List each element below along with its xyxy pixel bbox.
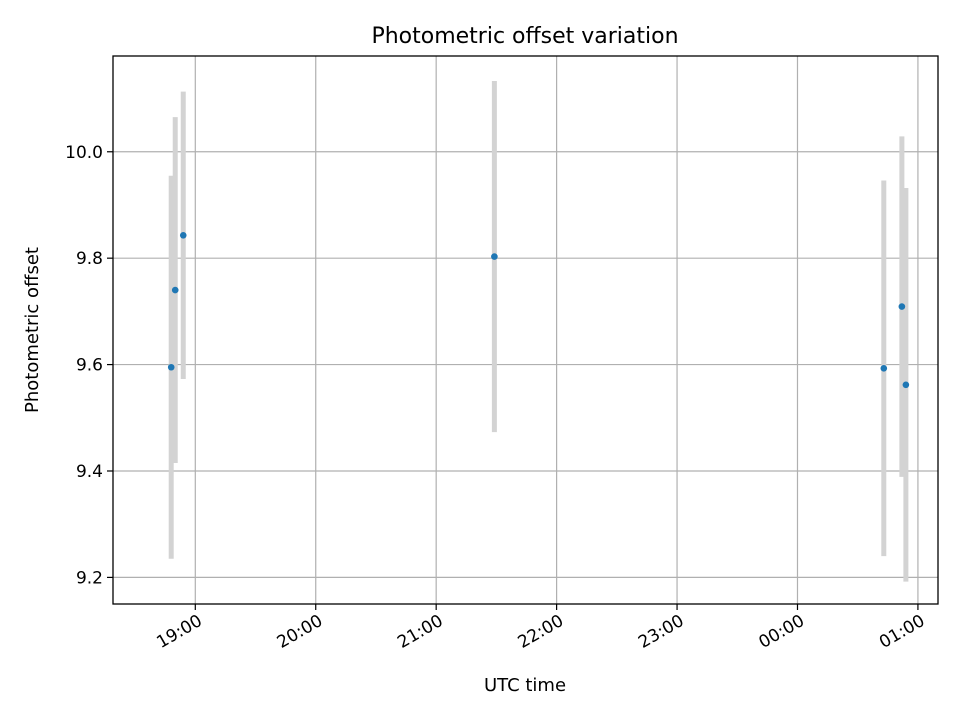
y-tick-label: 9.8 <box>76 249 103 269</box>
y-axis-label: Photometric offset <box>22 247 43 413</box>
x-tick-label: 20:00 <box>274 611 326 653</box>
data-point <box>171 286 179 294</box>
x-tick-label: 21:00 <box>394 611 446 653</box>
y-tick-label: 9.4 <box>76 462 103 482</box>
y-tick-label: 9.6 <box>76 356 103 376</box>
error-bars <box>168 81 909 582</box>
data-point <box>179 231 187 239</box>
data-point <box>880 365 888 372</box>
plot-frame <box>112 55 939 605</box>
data-point <box>167 363 175 371</box>
grid <box>113 56 938 604</box>
data-point <box>898 303 906 310</box>
x-tick-label: 01:00 <box>876 611 928 653</box>
x-tick-label: 23:00 <box>635 611 687 653</box>
chart-title: Photometric offset variation <box>371 24 678 49</box>
x-tick-label: 00:00 <box>756 611 808 653</box>
data-points <box>167 231 910 389</box>
data-point <box>902 381 910 389</box>
y-tick-label: 9.2 <box>76 568 103 588</box>
x-tick-label: 19:00 <box>153 611 205 653</box>
y-tick-label: 10.0 <box>65 143 103 163</box>
x-tick-label: 22:00 <box>515 611 567 653</box>
data-point <box>491 253 498 260</box>
x-axis-label: UTC time <box>484 675 566 696</box>
